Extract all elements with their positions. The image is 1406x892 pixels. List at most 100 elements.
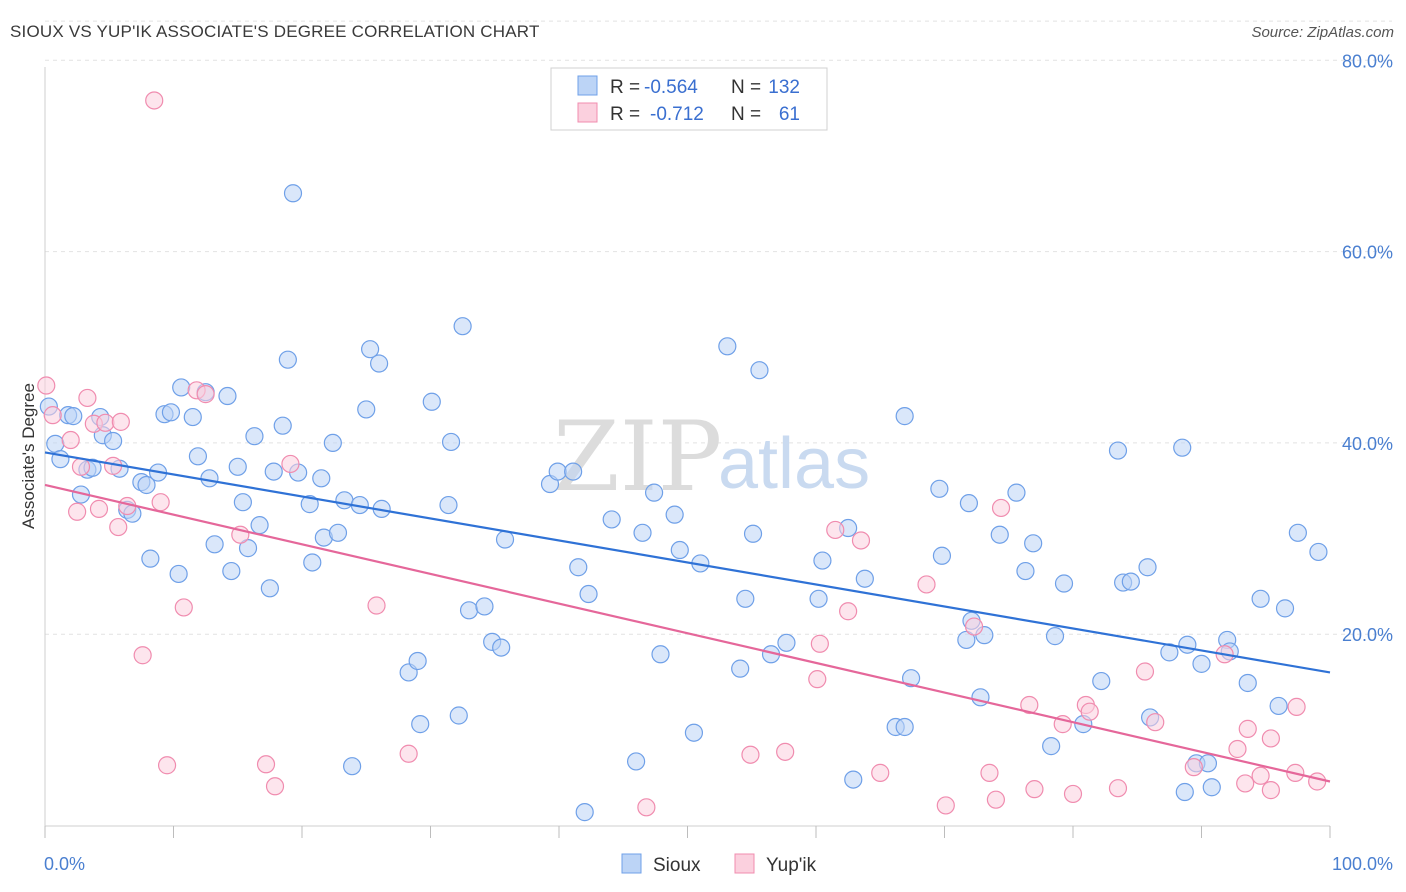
legend-r-label-yupik: R = [610, 104, 640, 125]
yupik-point [826, 520, 845, 540]
legend-bottom-label-yupik: Yup'ik [766, 855, 817, 876]
sioux-point [1042, 737, 1061, 756]
yupik-point [196, 385, 215, 404]
sioux-point [777, 633, 796, 652]
x-tick-label: 0.0% [44, 854, 85, 874]
series-yupik [37, 91, 1327, 817]
sioux-point [651, 645, 670, 664]
yupik-point [1228, 739, 1247, 759]
sioux-point [957, 630, 976, 650]
y-tick-label: 60.0% [1342, 243, 1393, 263]
yupik-point [133, 646, 152, 665]
sioux-point [932, 546, 952, 565]
sioux-point [161, 403, 181, 422]
source-label: Source: ZipAtlas.com [1251, 24, 1394, 41]
yupik-point [265, 777, 285, 796]
sioux-point [335, 491, 354, 510]
sioux-point [222, 561, 241, 581]
legend-bottom-swatch-sioux [621, 853, 642, 874]
y-tick-label: 20.0% [1342, 625, 1393, 645]
yupik-point [1080, 702, 1099, 721]
yupik-point [1261, 781, 1280, 800]
sioux-point [343, 757, 362, 776]
sioux-point [141, 549, 160, 568]
yupik-point [1146, 713, 1165, 732]
sioux-point [990, 525, 1009, 544]
legend-n-label-yupik: N = [731, 104, 761, 125]
sioux-point [439, 495, 458, 515]
sioux-point [602, 510, 621, 529]
sioux-point [1024, 534, 1043, 553]
sioux-point [361, 340, 380, 359]
sioux-point [665, 505, 684, 524]
sioux-point [228, 457, 247, 476]
sioux-point [644, 483, 664, 502]
sioux-point [260, 579, 279, 598]
yupik-point [111, 412, 130, 431]
sioux-point [64, 407, 83, 426]
trend-line-sioux [44, 451, 1331, 674]
y-tick-label: 80.0% [1342, 51, 1393, 71]
watermark: ZIP atlas [553, 401, 870, 513]
yupik-point [43, 406, 62, 425]
sioux-point [1054, 574, 1074, 593]
legend-n-value-yupik: 61 [779, 104, 800, 125]
sioux-point [736, 589, 755, 608]
sioux-point [238, 539, 258, 558]
legend-bottom-label-sioux: Sioux [653, 855, 701, 876]
sioux-point [1288, 523, 1307, 542]
sioux-point [411, 715, 430, 734]
sioux-point [895, 407, 914, 426]
legend-bottom-swatch-yupik [734, 853, 755, 874]
sioux-point [218, 386, 237, 406]
sioux-point [328, 523, 348, 542]
sioux-point [750, 361, 769, 380]
sioux-point [1045, 627, 1065, 646]
yupik-point [1108, 779, 1128, 798]
yupik-point [986, 790, 1006, 809]
sioux-point [453, 317, 472, 336]
sioux-point [300, 495, 319, 514]
legend-n-value-sioux: 132 [768, 77, 800, 98]
sioux-point [1202, 778, 1221, 797]
sioux-point [233, 493, 252, 512]
yupik-point [936, 796, 955, 815]
yupik-point [37, 376, 56, 395]
sioux-point [46, 434, 65, 453]
sioux-point [312, 469, 331, 488]
legend-r-value-sioux: -0.564 [644, 77, 698, 98]
sioux-point [250, 516, 269, 535]
sioux-point [370, 354, 389, 373]
yupik-point [96, 413, 115, 432]
sioux-point [743, 524, 763, 543]
sioux-point [1173, 438, 1192, 457]
sioux-point [492, 638, 511, 657]
sioux-point [188, 447, 208, 466]
yupik-point [367, 596, 386, 615]
sioux-point [855, 569, 874, 588]
yupik-point [871, 763, 890, 782]
sioux-point [495, 530, 515, 549]
trend-line-yupik [44, 483, 1331, 783]
sioux-point [422, 392, 441, 411]
sioux-point [1192, 654, 1211, 673]
yupik-point [1184, 758, 1203, 777]
sioux-point [895, 717, 914, 737]
watermark-zip: ZIP [553, 401, 722, 513]
sioux-point [1178, 635, 1197, 654]
yupik-point [1135, 662, 1155, 681]
sioux-point [245, 427, 264, 446]
sioux-point [205, 535, 224, 554]
watermark-atlas: atlas [718, 424, 870, 504]
yupik-point [151, 493, 170, 512]
sioux-point [1138, 558, 1157, 577]
yupik-point [1238, 719, 1257, 738]
sioux-point [200, 469, 219, 488]
yupik-point [1025, 780, 1044, 799]
chart-title: SIOUX VS YUP'IK ASSOCIATE'S DEGREE CORRE… [10, 22, 540, 41]
sioux-point [323, 433, 342, 452]
yupik-point [157, 756, 177, 775]
sioux-point [449, 706, 468, 725]
grid-lines [45, 20, 1392, 635]
legend-bottom: Sioux Yup'ik [621, 853, 817, 876]
